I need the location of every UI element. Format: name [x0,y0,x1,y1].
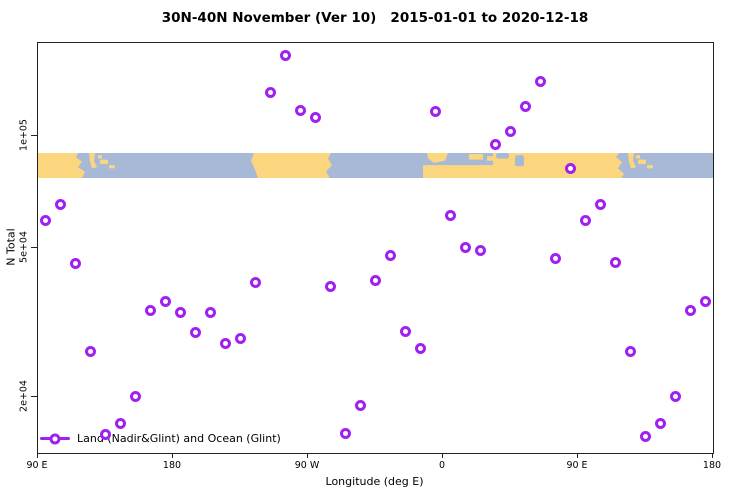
land-shape-japan [109,165,115,169]
data-point [700,296,711,308]
land-shape-korea [628,153,636,169]
y-tick-label: 2e+04 [18,379,30,412]
land-shape-japan [647,165,653,169]
data-point [400,325,411,337]
land-shape-asia-east [38,153,85,179]
x-tick-label: 90 E [26,460,48,471]
data-point [115,418,126,430]
data-point [520,100,531,112]
data-point [85,345,96,357]
data-point [130,391,141,403]
x-tick-label: 180 [162,460,182,471]
data-point [220,338,231,350]
land-shape-japan [638,159,646,165]
data-point [610,257,621,269]
data-point [565,163,576,175]
data-point [430,106,441,118]
plot-area: Land (Nadir&Glint) and Ocean (Glint) [37,42,714,454]
x-axis-tick [712,453,713,458]
y-tick-label: 5e+04 [18,231,30,264]
land-shape-japan [100,159,108,165]
x-tick-label: 180 [702,460,722,471]
data-point [535,75,546,87]
x-axis-title: Longitude (deg E) [325,475,424,488]
data-point [325,281,336,293]
sea-shape-caspian [515,155,524,167]
data-point [175,306,186,318]
x-axis-tick [172,453,173,458]
land-shape-korea [89,153,97,169]
land-shape-north-america [251,153,332,179]
data-point [280,50,291,62]
x-tick-label: 90 E [566,460,588,471]
data-point [625,346,636,358]
data-point [190,326,201,338]
data-point [445,209,456,221]
y-axis-tick [31,395,37,397]
data-point [340,428,351,440]
legend-open-circle-icon [49,433,61,444]
data-point [580,215,591,227]
legend-label: Land (Nadir&Glint) and Ocean (Glint) [77,432,281,445]
data-point [370,275,381,287]
x-tick-label: 90 W [294,460,320,471]
land-shape-north-africa [423,165,498,179]
legend-line-sample [40,433,70,444]
data-point [595,198,606,210]
sea-shape-black-sea [496,153,509,159]
data-point [145,305,156,317]
data-point [640,431,651,443]
data-point [55,198,66,210]
data-point [685,305,696,317]
data-point [490,139,501,151]
land-ocean-map-band [38,153,713,179]
y-axis-title: N Total [4,228,18,266]
data-point [295,105,306,117]
data-point [355,399,366,411]
data-point [550,253,561,265]
x-axis-tick [37,453,38,458]
x-axis-tick [442,453,443,458]
land-shape-japan [98,155,102,159]
data-point [475,245,486,257]
data-point [250,276,261,288]
y-axis-tick [31,135,37,136]
x-axis-tick [307,453,308,458]
y-tick-label: 1e+05 [18,119,30,151]
land-shape-anatolia [469,154,483,160]
data-point [670,391,681,403]
land-shape-anatolia [487,156,493,161]
data-point [385,250,396,262]
data-point [415,342,426,354]
data-point [655,418,666,430]
data-point [70,258,81,270]
chart-title: 30N-40N November (Ver 10) 2015-01-01 to … [161,10,589,26]
land-shape-iberia [427,153,448,163]
legend: Land (Nadir&Glint) and Ocean (Glint) [40,432,281,445]
x-tick-label: 0 [438,460,446,471]
data-point [205,306,216,318]
data-point [310,112,321,124]
data-point [40,215,51,227]
land-shape-asia-main [493,153,624,179]
data-point [505,125,516,137]
data-point [100,429,111,441]
land-shape-japan [636,155,640,159]
data-point [265,86,276,98]
data-point [160,296,171,308]
x-axis-tick [577,453,578,458]
y-axis-tick [31,247,37,249]
data-point [460,242,471,254]
data-point [235,333,246,345]
